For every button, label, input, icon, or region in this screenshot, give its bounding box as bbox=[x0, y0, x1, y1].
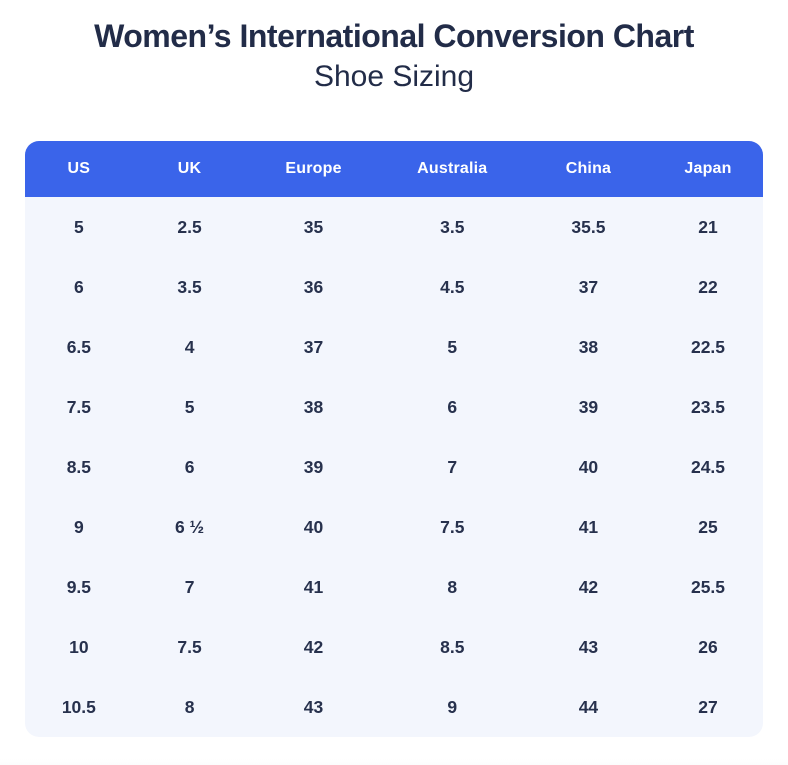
table-cell: 21 bbox=[698, 216, 718, 237]
table-cell: 5 bbox=[74, 216, 84, 237]
table-cell: 7 bbox=[447, 456, 458, 477]
table-cell: 43 bbox=[303, 696, 324, 717]
table-cell: 44 bbox=[578, 696, 599, 717]
table-cell: 36 bbox=[303, 276, 324, 297]
table-cell: 22 bbox=[698, 276, 718, 297]
table-cell: 8.5 bbox=[440, 636, 465, 657]
column-header-europe: Europe bbox=[285, 160, 342, 177]
table-cell: 3.5 bbox=[440, 216, 465, 237]
table-cell: 38 bbox=[578, 336, 599, 357]
table-cell: 8 bbox=[184, 696, 195, 717]
table-cell: 6 ½ bbox=[174, 516, 205, 537]
table-cell: 27 bbox=[698, 696, 718, 717]
table-cell: 10.5 bbox=[61, 696, 96, 717]
table-cell: 4 bbox=[184, 336, 195, 357]
table-cell: 9 bbox=[447, 696, 458, 717]
table-row: 8.5 6 39 7 40 24.5 bbox=[25, 437, 763, 497]
table-cell: 39 bbox=[303, 456, 324, 477]
conversion-table-card: US UK Europe Australia China Japan 5 2.5 35 3.5 3… bbox=[25, 141, 763, 737]
table-cell: 2.5 bbox=[177, 216, 202, 237]
table-cell: 5 bbox=[447, 336, 458, 357]
table-cell: 22.5 bbox=[690, 336, 726, 357]
table-cell: 35.5 bbox=[571, 216, 606, 237]
table-cell: 39 bbox=[578, 396, 599, 417]
table-cell: 4.5 bbox=[440, 276, 465, 297]
table-cell: 7.5 bbox=[177, 636, 202, 657]
table-cell: 6 bbox=[447, 396, 458, 417]
table-cell: 7.5 bbox=[440, 516, 465, 537]
table-cell: 41 bbox=[578, 516, 599, 537]
table-cell: 42 bbox=[578, 576, 599, 597]
table-body: 5 2.5 35 3.5 35.5 21 6 3.5 36 4.5 37 22 6.5 4 37 5 38 22.… bbox=[25, 197, 763, 737]
table-cell: 37 bbox=[303, 336, 324, 357]
table-cell: 7.5 bbox=[66, 396, 92, 417]
column-header-us: US bbox=[67, 160, 91, 177]
table-row: 5 2.5 35 3.5 35.5 21 bbox=[25, 197, 763, 257]
table-cell: 25.5 bbox=[690, 576, 726, 597]
table-cell: 24.5 bbox=[690, 456, 726, 477]
table-head: US UK Europe Australia China Japan bbox=[25, 141, 763, 197]
conversion-table: US UK Europe Australia China Japan 5 2.5 35 3.5 3… bbox=[25, 141, 763, 737]
table-cell: 6 bbox=[74, 276, 84, 297]
table-cell: 38 bbox=[303, 396, 324, 417]
table-cell: 43 bbox=[578, 636, 599, 657]
page-title: Women’s International Conversion Chart bbox=[94, 18, 694, 54]
table-cell: 41 bbox=[303, 576, 324, 597]
table-row: 10.5 8 43 9 44 27 bbox=[25, 677, 763, 737]
table-cell: 6 bbox=[184, 456, 195, 477]
page: Women’s International Conversion Chart S… bbox=[0, 16, 788, 765]
table-row: 6 3.5 36 4.5 37 22 bbox=[25, 257, 763, 317]
column-header-uk: UK bbox=[177, 160, 202, 177]
table-row: 10 7.5 42 8.5 43 26 bbox=[25, 617, 763, 677]
page-subtitle: Shoe Sizing bbox=[313, 60, 475, 93]
table-cell: 10 bbox=[69, 636, 89, 657]
table-cell: 23.5 bbox=[690, 396, 726, 417]
table-row: 6.5 4 37 5 38 22.5 bbox=[25, 317, 763, 377]
table-cell: 37 bbox=[578, 276, 599, 297]
table-cell: 26 bbox=[698, 636, 718, 657]
table-cell: 9 bbox=[74, 516, 84, 537]
table-cell: 40 bbox=[303, 516, 324, 537]
table-cell: 8 bbox=[447, 576, 458, 597]
column-header-china: China bbox=[565, 160, 612, 177]
column-header-australia: Australia bbox=[417, 160, 488, 177]
table-cell: 3.5 bbox=[177, 276, 202, 297]
table-row: 7.5 5 38 6 39 23.5 bbox=[25, 377, 763, 437]
table-cell: 35 bbox=[303, 216, 324, 237]
table-cell: 40 bbox=[578, 456, 599, 477]
footer-gradient bbox=[0, 759, 788, 765]
table-cell: 5 bbox=[184, 396, 195, 417]
header-row: US UK Europe Australia China Japan bbox=[25, 141, 763, 197]
table-cell: 9.5 bbox=[66, 576, 92, 597]
table-row: 9 6 ½ 40 7.5 41 25 bbox=[25, 497, 763, 557]
table-cell: 7 bbox=[184, 576, 195, 597]
table-cell: 25 bbox=[698, 516, 718, 537]
table-cell: 42 bbox=[303, 636, 324, 657]
table-cell: 6.5 bbox=[66, 336, 92, 357]
column-header-japan: Japan bbox=[684, 160, 732, 177]
table-row: 9.5 7 41 8 42 25.5 bbox=[25, 557, 763, 617]
table-cell: 8.5 bbox=[66, 456, 92, 477]
